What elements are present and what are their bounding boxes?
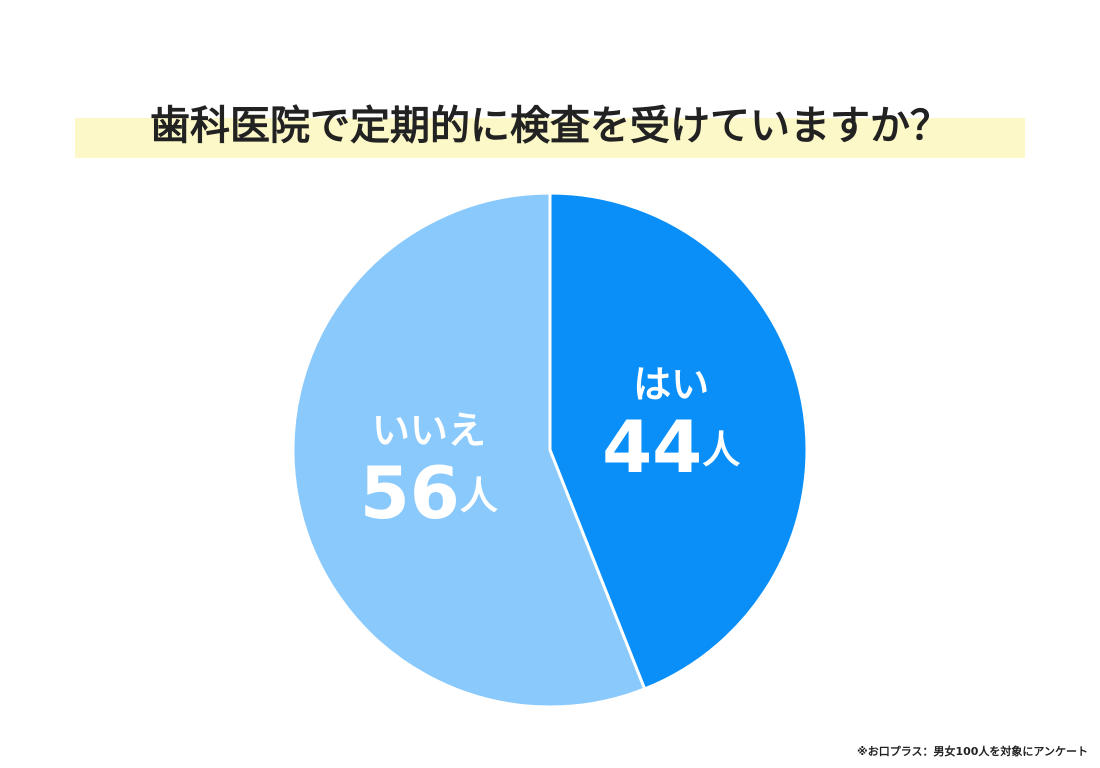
slice-label: はい (633, 362, 709, 406)
slice-value: 56人 (360, 451, 498, 535)
slice-value-part: 人 (702, 427, 740, 471)
chart-title: 歯科医院で定期的に検査を受けていますか？ (150, 103, 950, 149)
slice-value-part: 56 (360, 451, 460, 535)
pie-slice (291, 191, 647, 709)
slice-value-part: 人 (460, 474, 498, 518)
slice-value-part: 44 (602, 404, 702, 488)
title-highlight (75, 118, 1025, 158)
slice-label: いいえ (372, 409, 486, 453)
slice-value: 44人 (602, 404, 740, 488)
pie (291, 191, 809, 709)
source-note: ※お口プラス：男女100人を対象にアンケート (857, 744, 1088, 758)
pie-slice (548, 191, 809, 691)
